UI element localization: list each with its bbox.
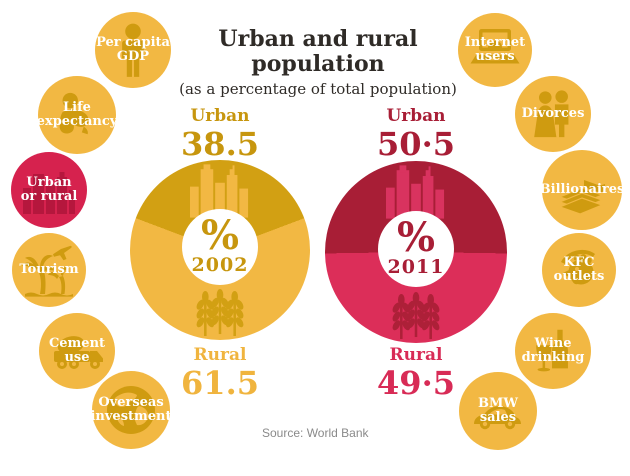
bubble-wine-drinking: Wine drinking — [515, 313, 591, 389]
subtitle: (as a percentage of total population) — [179, 80, 457, 99]
bubble-label: Wine drinking — [521, 335, 585, 365]
city-skyline-icon — [23, 172, 75, 214]
bubble-label: Cement use — [48, 335, 106, 365]
wine-bottle-glass-icon — [536, 329, 568, 372]
rural-label: Rural — [193, 345, 247, 365]
bubble-tourism: Tourism — [12, 233, 86, 307]
donut-center-2011: % 2011 — [378, 210, 454, 287]
rooster-icon — [561, 249, 595, 285]
bubble-label: Per capita GDP — [96, 34, 170, 64]
bubble-kfc-outlets: KFC outlets — [542, 233, 616, 307]
bubble-billionaires: Billionaires — [539, 150, 625, 230]
percent-symbol: % — [396, 213, 435, 261]
donut-chart-2002: % 2002 — [130, 160, 310, 340]
rural-value: 49·5 — [377, 364, 455, 402]
rural-value: 61.5 — [181, 364, 259, 402]
cement-truck-icon — [54, 336, 103, 369]
urban-value: 38.5 — [181, 125, 259, 163]
bubble-divorces: Divorces — [515, 76, 591, 152]
bubble-overseas-investment: Overseas investment — [90, 371, 172, 449]
laptop-icon — [470, 29, 520, 64]
title-line1: Urban and rural — [218, 26, 418, 52]
bubble-label: Billionaires — [539, 181, 625, 197]
page-title: Urban and rural population (as a percent… — [175, 27, 461, 98]
rural-2002-caption: Rural 61.5 — [150, 345, 290, 402]
bubble-per-capita-gdp: Per capita GDP — [95, 12, 171, 88]
baby-icon — [59, 92, 89, 135]
urban-value: 50·5 — [377, 125, 455, 163]
bubble-label: Urban or rural — [20, 174, 78, 204]
bubble-label: BMW sales — [478, 395, 518, 425]
bubble-label: Internet users — [464, 34, 526, 64]
money-stack-icon — [558, 180, 605, 215]
bubble-label: Tourism — [19, 261, 79, 277]
palm-beach-plane-icon — [22, 245, 73, 297]
donut-center-2002: % 2002 — [182, 208, 258, 285]
bubble-label: Divorces — [521, 105, 585, 121]
year-label: 2011 — [387, 255, 445, 278]
urban-2011-caption: Urban 50·5 — [346, 106, 486, 163]
rural-label: Rural — [389, 345, 443, 365]
year-label: 2002 — [191, 253, 249, 276]
source-credit: Source: World Bank — [262, 426, 369, 440]
urban-label: Urban — [386, 106, 446, 126]
bubble-internet-users: Internet users — [458, 13, 532, 87]
bubble-bmw-sales: BMW sales — [459, 372, 537, 450]
couple-icon — [534, 90, 569, 138]
globe-icon — [107, 386, 155, 434]
donut-chart-2011: % 2011 — [325, 161, 507, 343]
city-skyline-icon — [190, 164, 249, 218]
person-icon — [122, 23, 144, 77]
urban-label: Urban — [190, 106, 250, 126]
bubble-cement-use: Cement use — [39, 313, 115, 389]
bubble-label: Life expectancy — [36, 99, 118, 129]
wheat-icon — [196, 289, 244, 336]
wheat-icon — [392, 292, 440, 339]
city-skyline-icon — [386, 165, 445, 219]
car-icon — [474, 406, 521, 430]
rural-2011-caption: Rural 49·5 — [346, 345, 486, 402]
bubble-label: Overseas investment — [90, 394, 172, 424]
title-line2: population — [251, 50, 385, 77]
bubble-urban-or-rural: Urban or rural — [11, 152, 87, 228]
urban-2002-caption: Urban 38.5 — [150, 106, 290, 163]
bubble-life-expectancy: Life expectancy — [36, 76, 118, 154]
bubble-label: KFC outlets — [553, 254, 605, 284]
percent-symbol: % — [200, 211, 239, 259]
